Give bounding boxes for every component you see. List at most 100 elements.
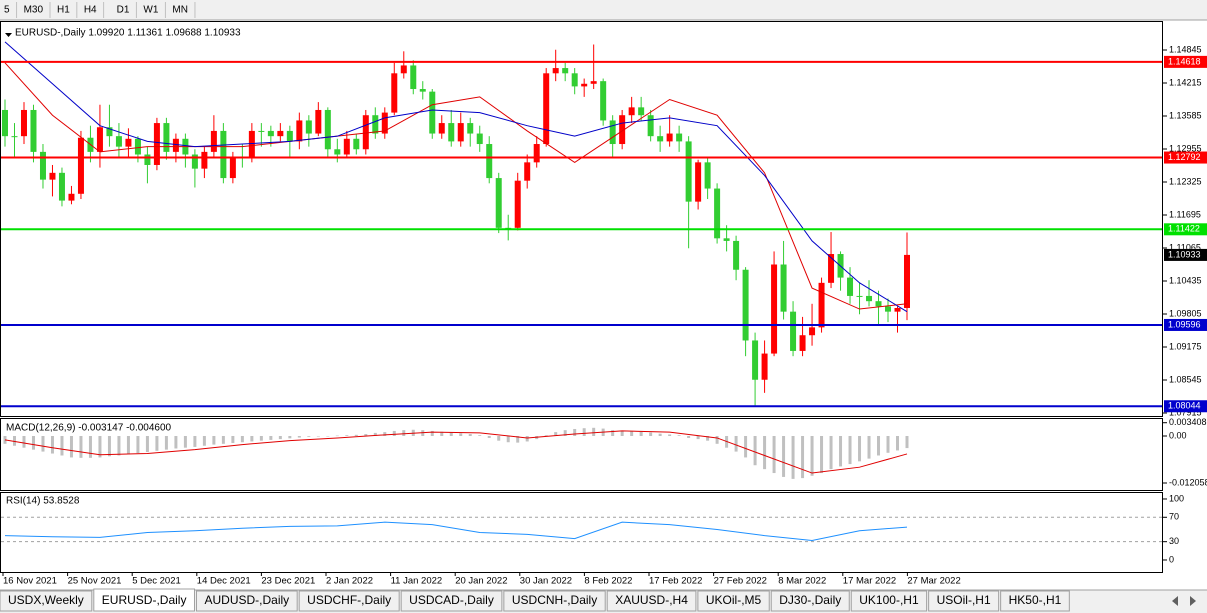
candle-body bbox=[666, 133, 673, 142]
candle-body bbox=[172, 138, 179, 152]
symbol-tab-label[interactable]: XAUUSD-,H4 bbox=[615, 593, 688, 607]
symbol-tab[interactable] bbox=[400, 590, 503, 612]
symbol-tab[interactable] bbox=[850, 590, 928, 612]
timeframe-button[interactable]: M30 bbox=[24, 5, 44, 16]
histogram-bar bbox=[459, 433, 463, 436]
histogram-bar bbox=[763, 435, 767, 470]
candle-body bbox=[885, 306, 892, 312]
tab-scroll-right[interactable] bbox=[1190, 596, 1196, 606]
histogram-bar bbox=[297, 435, 301, 438]
candle-body bbox=[343, 138, 350, 155]
histogram-bar bbox=[734, 435, 738, 452]
histogram-bar bbox=[60, 435, 64, 456]
timeframe-button[interactable]: H4 bbox=[84, 5, 97, 16]
candle-body bbox=[381, 112, 388, 134]
symbol-tab-label[interactable]: USDCAD-,Daily bbox=[409, 593, 494, 607]
symbol-tab-label[interactable]: USDCHF-,Daily bbox=[307, 593, 391, 607]
symbol-tab[interactable] bbox=[606, 590, 697, 612]
y-tick-label: 1.08545 bbox=[1169, 374, 1202, 384]
histogram-bar bbox=[905, 435, 909, 449]
timeframe-button[interactable]: MN bbox=[172, 5, 188, 16]
candle-body bbox=[590, 81, 597, 84]
symbol-tab-label[interactable]: EURUSD-,Daily bbox=[102, 593, 187, 607]
y-tick-label: 1.07915 bbox=[1169, 407, 1202, 417]
indicator-line bbox=[4, 41, 908, 313]
y-tick-label: 1.09175 bbox=[1169, 341, 1202, 351]
timeframe-button[interactable]: W1 bbox=[143, 5, 158, 16]
histogram-bar bbox=[231, 435, 235, 444]
histogram-bar bbox=[592, 427, 596, 436]
symbol-tab-label[interactable]: AUDUSD-,Daily bbox=[204, 593, 289, 607]
chart-menu-arrow[interactable] bbox=[5, 33, 12, 37]
symbol-tab[interactable] bbox=[928, 590, 1000, 612]
candle-body bbox=[410, 65, 417, 90]
histogram-bar bbox=[839, 435, 843, 467]
symbol-tab[interactable] bbox=[1000, 590, 1070, 612]
histogram-bar bbox=[525, 435, 529, 442]
candle-body bbox=[400, 65, 407, 74]
candle-body bbox=[828, 254, 835, 283]
candle-body bbox=[220, 130, 227, 179]
candle-body bbox=[125, 138, 132, 147]
candle-body bbox=[144, 154, 151, 165]
y-tick-label: 70 bbox=[1169, 512, 1179, 522]
candle-body bbox=[638, 107, 645, 116]
histogram-bar bbox=[22, 435, 26, 448]
histogram-bar bbox=[373, 432, 377, 436]
histogram-bar bbox=[810, 435, 814, 476]
symbol-tab[interactable] bbox=[298, 590, 400, 612]
symbol-tab-label[interactable]: USDX,Weekly bbox=[8, 593, 84, 607]
histogram-bar bbox=[202, 435, 206, 446]
symbol-tab-label[interactable]: USDCNH-,Daily bbox=[512, 593, 597, 607]
symbol-tab[interactable] bbox=[195, 590, 298, 612]
candle-body bbox=[552, 68, 559, 74]
histogram-bar bbox=[753, 435, 757, 466]
candle-body bbox=[201, 151, 208, 169]
histogram-bar bbox=[497, 435, 501, 441]
candle-body bbox=[305, 120, 312, 134]
timeframe-button[interactable]: D1 bbox=[117, 5, 130, 16]
candle-body bbox=[448, 123, 455, 142]
histogram-bar bbox=[516, 435, 520, 443]
histogram-bar bbox=[31, 435, 35, 450]
candle-body bbox=[533, 144, 540, 163]
candle-body bbox=[20, 109, 27, 137]
candle-body bbox=[799, 335, 806, 351]
histogram-bar bbox=[307, 435, 311, 437]
y-tick-label: 1.14215 bbox=[1169, 77, 1202, 87]
histogram-bar bbox=[658, 433, 662, 436]
candle-body bbox=[30, 109, 37, 152]
candle-body bbox=[210, 130, 217, 152]
tab-scroll-left[interactable] bbox=[1172, 596, 1178, 606]
candle-body bbox=[657, 136, 664, 142]
symbol-tab-label[interactable]: DJ30-,Daily bbox=[779, 593, 841, 607]
symbol-tab-label[interactable]: HK50-,H1 bbox=[1009, 593, 1062, 607]
histogram-bar bbox=[772, 435, 776, 474]
symbol-tab[interactable] bbox=[0, 590, 93, 612]
candle-body bbox=[334, 149, 341, 155]
histogram-bar bbox=[791, 435, 795, 479]
symbol-tab-label[interactable]: USOil-,H1 bbox=[937, 593, 991, 607]
symbol-tab-label[interactable]: UKOil-,M5 bbox=[706, 593, 762, 607]
symbol-tab[interactable] bbox=[93, 588, 195, 612]
timeframe-button[interactable]: 5 bbox=[4, 5, 10, 16]
symbol-tab-label[interactable]: UK100-,H1 bbox=[859, 593, 919, 607]
histogram-bar bbox=[69, 435, 73, 458]
histogram-bar bbox=[867, 435, 871, 459]
y-tick-label: 0 bbox=[1169, 554, 1174, 564]
x-tick-label: 27 Feb 2022 bbox=[714, 576, 767, 587]
symbol-tab[interactable] bbox=[697, 590, 770, 612]
candle-body bbox=[818, 282, 825, 328]
candle-body bbox=[771, 264, 778, 354]
candle-body bbox=[647, 115, 654, 137]
candle-body bbox=[2, 109, 8, 137]
histogram-bar bbox=[259, 435, 263, 441]
histogram-bar bbox=[193, 435, 197, 447]
timeframe-button[interactable]: H1 bbox=[57, 5, 70, 16]
histogram-bar bbox=[858, 435, 862, 462]
symbol-tab[interactable] bbox=[770, 590, 850, 612]
symbol-tab[interactable] bbox=[503, 590, 606, 612]
histogram-bar bbox=[630, 431, 634, 436]
y-tick-label: 1.10435 bbox=[1169, 275, 1202, 285]
histogram-bar bbox=[611, 430, 615, 436]
